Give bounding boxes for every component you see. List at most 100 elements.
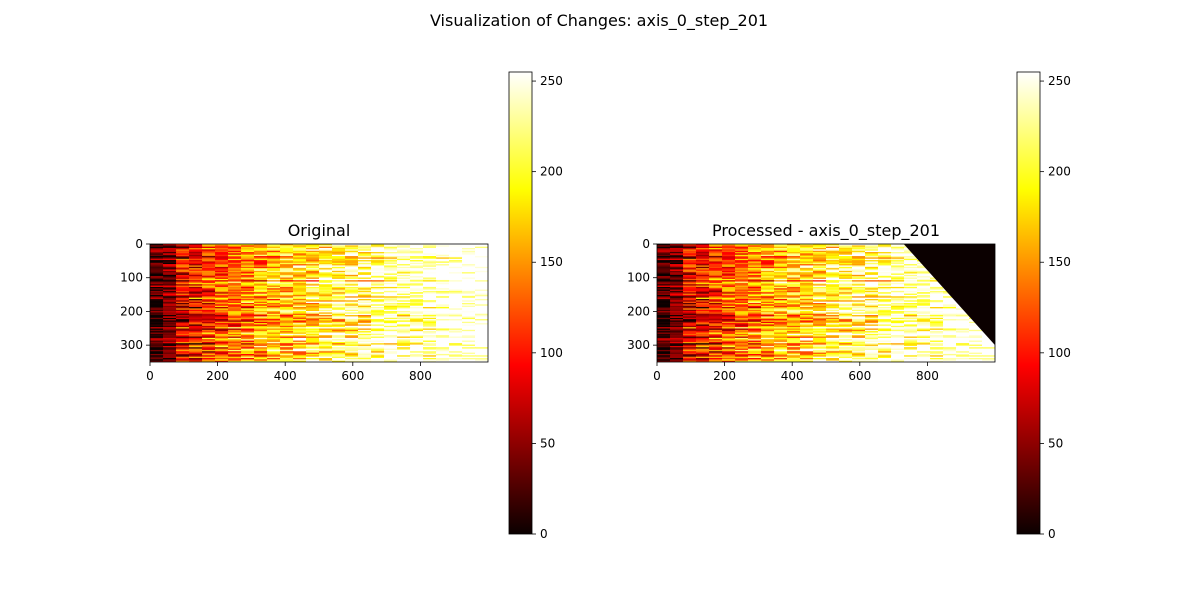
heatmap-cell — [280, 260, 294, 263]
heatmap-cell — [904, 317, 918, 320]
heatmap-cell — [202, 274, 216, 277]
heatmap-cell — [423, 270, 437, 273]
heatmap-cell — [774, 244, 788, 246]
heatmap-cell — [878, 319, 892, 322]
heatmap-cell — [410, 300, 424, 303]
heatmap-cell — [722, 327, 736, 330]
heatmap-cell — [852, 280, 866, 283]
heatmap-cell — [358, 273, 372, 276]
heatmap-cell — [852, 305, 866, 308]
heatmap-cell — [267, 313, 281, 316]
heatmap-cell — [839, 258, 853, 261]
heatmap-cell — [267, 289, 281, 292]
heatmap-cell — [306, 304, 320, 307]
heatmap-cell — [735, 345, 749, 348]
heatmap-cell — [410, 270, 424, 273]
heatmap-cell — [319, 264, 333, 267]
heatmap-cell — [878, 327, 892, 330]
heatmap-cell — [904, 294, 918, 297]
heatmap-cell — [709, 296, 723, 299]
heatmap-cell — [293, 256, 307, 259]
heatmap-cell — [462, 353, 476, 356]
heatmap-cell — [358, 290, 372, 293]
heatmap-cell — [189, 347, 203, 350]
heatmap-cell — [228, 292, 242, 295]
heatmap-cell — [449, 269, 463, 272]
heatmap-cell — [800, 300, 814, 303]
heatmap-cell — [410, 260, 424, 263]
heatmap-cell — [839, 297, 853, 300]
heatmap-cell — [826, 317, 840, 320]
heatmap-cell — [332, 257, 346, 260]
heatmap-cell — [280, 285, 294, 288]
heatmap-cell — [319, 316, 333, 319]
heatmap-cell — [839, 319, 853, 322]
heatmap-cell — [241, 281, 255, 284]
heatmap-cell — [722, 353, 736, 356]
colorbar-tick-label: 100 — [540, 346, 563, 360]
heatmap-cell — [267, 333, 281, 336]
heatmap-cell — [475, 282, 488, 285]
heatmap-cell — [774, 349, 788, 352]
heatmap-cell — [332, 272, 346, 275]
heatmap-cell — [904, 339, 918, 342]
heatmap-cell — [709, 353, 723, 356]
heatmap-cell — [462, 333, 476, 336]
heatmap-cell — [475, 348, 488, 351]
heatmap-cell — [358, 269, 372, 272]
heatmap-cell — [722, 265, 736, 268]
heatmap-cell — [150, 248, 164, 250]
heatmap-cell — [150, 345, 164, 348]
heatmap-cell — [436, 297, 450, 300]
heatmap-cell — [267, 285, 281, 288]
heatmap-cell — [761, 256, 775, 259]
heatmap-cell — [436, 345, 450, 348]
heatmap-cell — [891, 343, 905, 346]
heatmap-cell — [904, 333, 918, 336]
heatmap-cell — [319, 347, 333, 350]
heatmap-cell — [150, 266, 164, 269]
heatmap-cell — [904, 277, 918, 280]
heatmap-cell — [241, 331, 255, 334]
heatmap-cell — [657, 344, 671, 347]
heatmap-cell — [306, 359, 320, 362]
heatmap-cell — [384, 269, 398, 272]
heatmap-cell — [189, 351, 203, 354]
heatmap-cell — [280, 353, 294, 356]
heatmap-cell — [748, 285, 762, 288]
heatmap-cell — [800, 254, 814, 257]
heatmap-cell — [839, 337, 853, 340]
heatmap-cell — [306, 276, 320, 279]
heatmap-cell — [358, 320, 372, 323]
heatmap-cell — [683, 311, 697, 313]
heatmap-cell — [358, 253, 372, 256]
heatmap-cell — [670, 268, 684, 271]
heatmap-cell — [839, 316, 853, 319]
heatmap-cell — [839, 264, 853, 267]
heatmap-cell — [878, 301, 892, 304]
heatmap-cell — [410, 353, 424, 356]
heatmap-cell — [215, 292, 229, 295]
heatmap-cell — [761, 301, 775, 304]
heatmap-cell — [891, 321, 905, 324]
heatmap-cell — [696, 331, 710, 334]
heatmap-cell — [930, 335, 944, 338]
heatmap-cell — [761, 323, 775, 326]
heatmap-cell — [696, 333, 710, 336]
heatmap-cell — [189, 269, 203, 272]
heatmap-cell — [800, 359, 814, 362]
heatmap-cell — [683, 245, 697, 248]
heatmap-cell — [228, 360, 242, 362]
heatmap-cell — [930, 347, 944, 350]
heatmap-cell — [865, 344, 879, 347]
heatmap-cell — [670, 261, 684, 264]
heatmap-cell — [787, 320, 801, 323]
heatmap-cell — [813, 280, 827, 283]
heatmap-cell — [150, 285, 164, 288]
heatmap-cell — [228, 317, 242, 320]
heatmap-cell — [904, 278, 918, 281]
heatmap-cell — [202, 309, 216, 312]
heatmap-cell — [280, 317, 294, 320]
heatmap-cell — [878, 300, 892, 303]
